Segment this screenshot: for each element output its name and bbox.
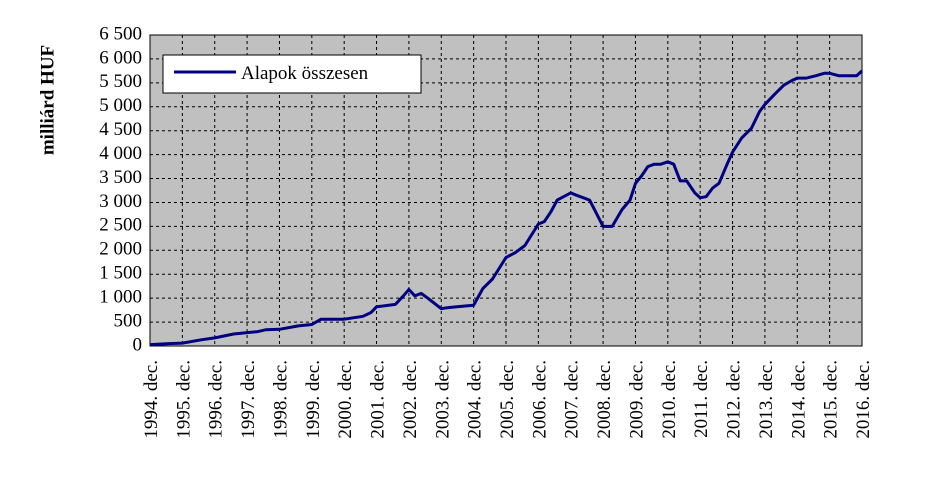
x-tick-label: 1996. dec. [206, 360, 227, 439]
x-tick-label: 2000. dec. [335, 360, 356, 439]
y-tick-label: 6 500 [99, 23, 142, 44]
x-tick-label: 2009. dec. [626, 360, 647, 439]
y-tick-label: 4 500 [99, 119, 142, 140]
series-line-alapok-osszesen [149, 69, 863, 347]
y-tick-label: 4 000 [99, 143, 142, 164]
x-tick-label: 2015. dec. [821, 360, 842, 439]
y-tick-label: 1 000 [99, 287, 142, 308]
y-tick-label: 500 [114, 310, 143, 331]
x-tick-label: 2005. dec. [497, 360, 518, 439]
legend-box [162, 54, 422, 94]
x-tick-label: 2012. dec. [724, 360, 745, 439]
x-tick-label: 1995. dec. [173, 360, 194, 439]
x-tick-label: 2003. dec. [432, 360, 453, 439]
x-tick-label: 2014. dec. [788, 360, 809, 439]
y-axis-label: milliárd HUF [37, 45, 58, 155]
y-tick-label: 2 500 [99, 215, 142, 236]
x-tick-label: 2010. dec. [659, 360, 680, 439]
y-tick-label: 1 500 [99, 263, 142, 284]
x-tick-label: 2016. dec. [853, 360, 874, 439]
x-tick-label: 2001. dec. [368, 360, 389, 439]
y-tick-label: 6 000 [99, 47, 142, 68]
x-tick-label: 2002. dec. [400, 360, 421, 439]
legend: Alapok összesen [162, 54, 422, 94]
y-tick-label: 5 000 [99, 95, 142, 116]
x-tick-label: 2007. dec. [562, 360, 583, 439]
vertical-gridlines [181, 35, 831, 346]
x-tick-label: 1994. dec. [141, 360, 162, 439]
x-tick-label: 2008. dec. [594, 360, 615, 439]
x-tick-label: 2006. dec. [529, 360, 550, 439]
y-tick-label: 2 000 [99, 239, 142, 260]
x-tick-label: 2011. dec. [691, 360, 712, 438]
x-tick-label: 2013. dec. [756, 360, 777, 439]
x-tick-label: 1998. dec. [270, 360, 291, 439]
y-tick-label: 5 500 [99, 71, 142, 92]
horizontal-gridlines [150, 58, 862, 323]
y-tick-label: 3 000 [99, 191, 142, 212]
y-tick-label: 0 [133, 334, 143, 355]
legend-label: Alapok összesen [241, 63, 369, 84]
x-tick-label: 1997. dec. [238, 360, 259, 439]
x-tick-label: 2004. dec. [465, 360, 486, 439]
x-tick-label: 1999. dec. [303, 360, 324, 439]
y-tick-label: 3 500 [99, 167, 142, 188]
x-axis-tick-labels: 1994. dec. 1995. dec. 1996. dec. 1997. dec.… [141, 360, 874, 439]
